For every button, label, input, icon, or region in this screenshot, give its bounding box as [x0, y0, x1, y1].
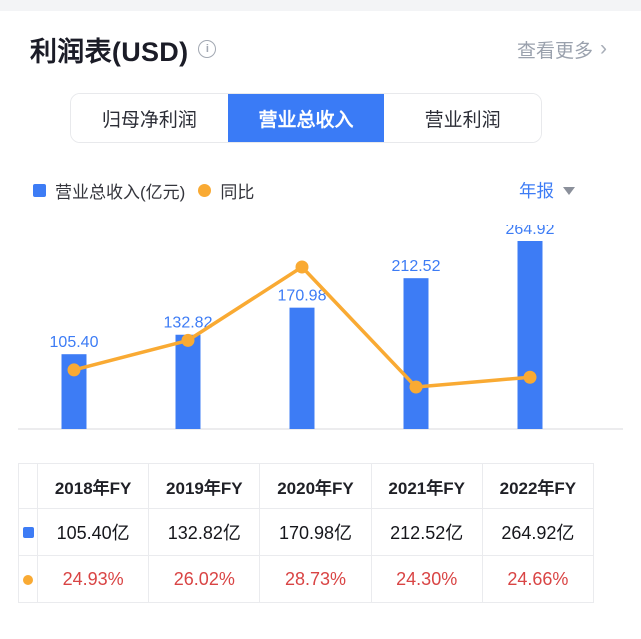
info-icon[interactable]: i — [198, 40, 217, 58]
table-row-icon-cell — [17, 555, 39, 603]
tab-归母净利润[interactable]: 归母净利润 — [71, 94, 228, 142]
yoy-dot-2018年FY — [67, 363, 81, 377]
table-cell-2022年FY-yoy: 24.66% — [481, 555, 595, 603]
bar-value-label-2019年FY: 132.82 — [164, 315, 213, 332]
table-cell-2022年FY-revenue: 264.92亿 — [481, 508, 595, 556]
yoy-dot-2020年FY — [295, 260, 309, 274]
table-cell-2020年FY-revenue: 170.98亿 — [259, 508, 372, 556]
table-cell-2019年FY-yoy: 26.02% — [148, 555, 261, 603]
chart-legend: 营业总收入(亿元) 同比 — [33, 181, 254, 202]
bar-series-label: 营业总收入(亿元) — [55, 182, 186, 202]
metric-tab-bar: 归母净利润 营业总收入 营业利润 — [70, 93, 542, 143]
page-title: 利润表(USD) — [30, 36, 189, 67]
table-header-2022年FY: 2022年FY — [481, 463, 595, 509]
bar-series-swatch — [33, 183, 46, 197]
table-header-2021年FY: 2021年FY — [370, 463, 483, 509]
bar-value-label-2021年FY: 212.52 — [392, 258, 441, 275]
card-header: 利润表(USD) i 查看更多 › — [30, 30, 607, 68]
bar-value-label-2018年FY: 105.40 — [50, 334, 99, 351]
table-cell-2021年FY-revenue: 212.52亿 — [370, 508, 483, 556]
tab-营业总收入[interactable]: 营业总收入 — [227, 94, 385, 142]
revenue-chart: 105.40 132.82 170.98 212.52 264.92 — [0, 225, 641, 435]
bar-value-label-2020年FY: 170.98 — [278, 288, 327, 305]
table-header-icon-col — [17, 463, 39, 509]
line-series-label: 同比 — [220, 182, 255, 202]
line-series-swatch — [198, 183, 212, 197]
yoy-dot-2022年FY — [523, 370, 537, 384]
table-header-2020年FY: 2020年FY — [259, 463, 372, 509]
blue-square-icon — [22, 526, 34, 538]
table-header-row: 2018年FY 2019年FY 2020年FY 2021年FY 2022年FY — [17, 463, 595, 509]
table-row-icon-cell — [17, 508, 39, 556]
chevron-down-icon — [563, 187, 575, 195]
orange-dot-icon — [23, 574, 34, 585]
chevron-right-icon: › — [600, 36, 607, 60]
yoy-dot-2021年FY — [409, 380, 423, 394]
table-row-yoy: 24.93% 26.02% 28.73% 24.30% 24.66% — [17, 555, 595, 603]
bar-2022年FY — [517, 241, 543, 429]
bar-2019年FY — [175, 334, 201, 429]
bar-2021年FY — [403, 278, 429, 429]
bar-2020年FY — [289, 307, 315, 429]
table-cell-2021年FY-yoy: 24.30% — [370, 555, 483, 603]
table-cell-2020年FY-yoy: 28.73% — [259, 555, 372, 603]
bar-value-label-2022年FY: 264.92 — [506, 225, 555, 238]
view-more-link[interactable]: 查看更多 › — [517, 36, 607, 63]
table-header-2019年FY: 2019年FY — [148, 463, 261, 509]
period-selector-value: 年报 — [519, 180, 554, 201]
page-top-strip — [0, 0, 641, 11]
financial-table: 2018年FY 2019年FY 2020年FY 2021年FY 2022年FY 105.4… — [17, 463, 595, 603]
table-cell-2018年FY-yoy: 24.93% — [37, 555, 150, 603]
table-cell-2019年FY-revenue: 132.82亿 — [148, 508, 261, 556]
table-header-2018年FY: 2018年FY — [37, 463, 150, 509]
view-more-label: 查看更多 — [516, 40, 593, 62]
table-row-revenue: 105.40亿 132.82亿 170.98亿 212.52亿 264.92亿 — [17, 508, 595, 556]
table-cell-2018年FY-revenue: 105.40亿 — [37, 508, 150, 556]
tab-营业利润[interactable]: 营业利润 — [384, 94, 541, 142]
yoy-dot-2019年FY — [181, 333, 195, 347]
period-selector[interactable]: 年报 — [519, 181, 575, 201]
